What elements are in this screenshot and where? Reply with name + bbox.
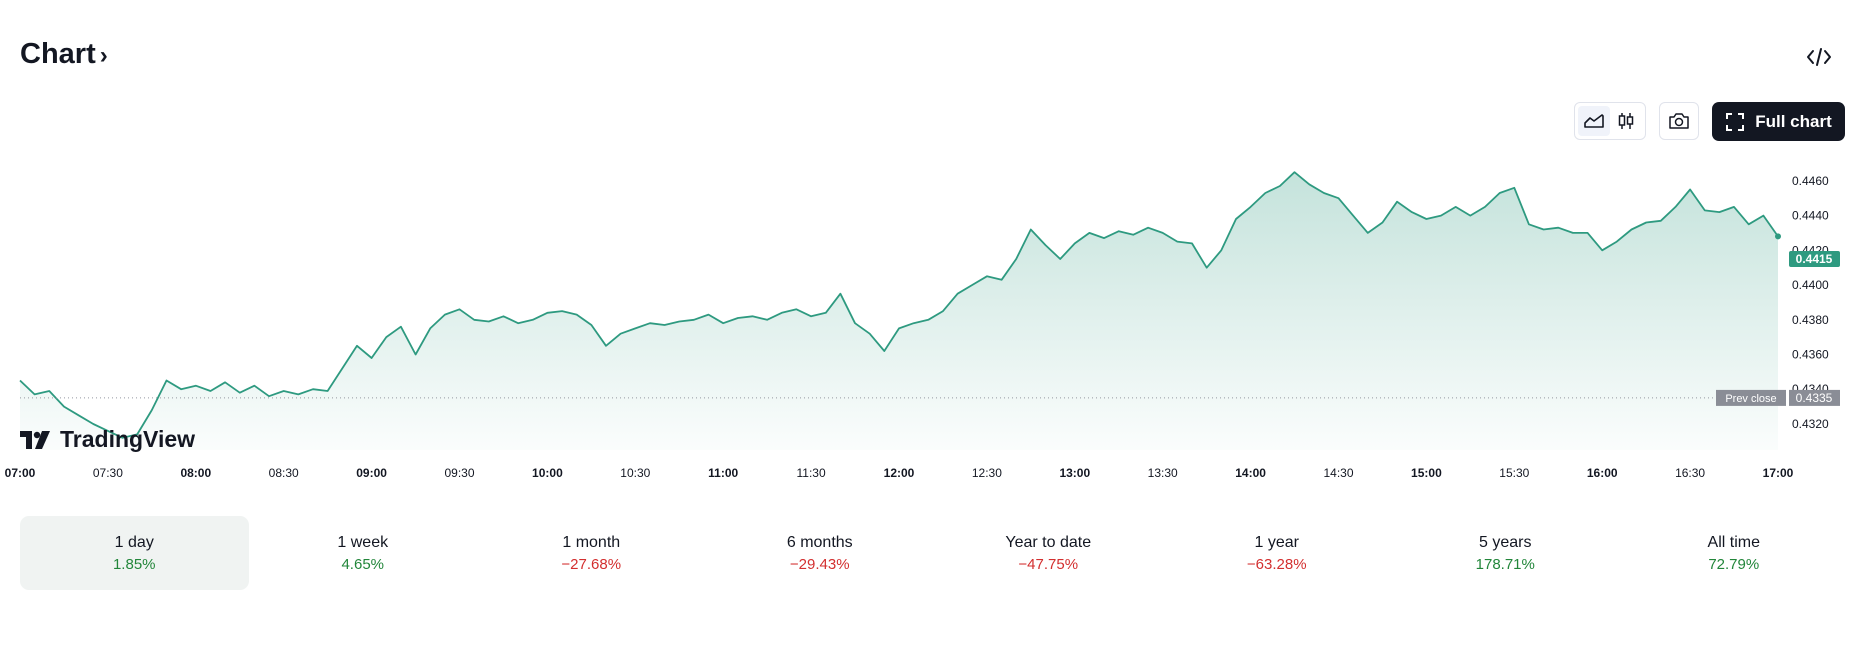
x-tick-label: 07:00 [5,466,36,480]
period-change: −47.75% [1018,555,1079,573]
x-tick-label: 16:30 [1675,466,1705,480]
price-line [19,171,1779,439]
period-tab-6-months[interactable]: 6 months −29.43% [706,516,935,590]
x-tick-label: 15:30 [1499,466,1529,480]
candlestick-icon[interactable] [1610,106,1642,136]
prev-close-value-tag [1789,389,1840,406]
x-tick-label: 10:30 [620,466,650,480]
x-tick-label: 11:00 [708,466,738,480]
y-tick-label: 0.4360 [1792,347,1829,361]
full-chart-label: Full chart [1755,111,1832,131]
tradingview-logo: TradingView [20,426,195,453]
x-tick-label: 16:00 [1587,466,1618,480]
price-chart[interactable]: 0.44600.44400.44200.44000.43800.43600.43… [0,150,1863,490]
period-label: 1 week [337,533,389,551]
period-change: 178.71% [1475,555,1535,573]
period-label: 5 years [1479,533,1532,551]
x-tick-label: 07:30 [93,466,123,480]
chart-type-switcher [1574,102,1646,140]
y-tick-label: 0.4380 [1792,313,1829,327]
y-tick-label: 0.4460 [1792,174,1829,188]
x-tick-label: 12:30 [972,466,1002,480]
price-area-fill [20,172,1778,450]
x-tick-label: 14:30 [1323,466,1353,480]
current-price-tag [1789,250,1840,267]
chart-title-link[interactable]: Chart › [20,38,108,71]
area-chart-icon[interactable] [1578,106,1610,136]
period-change: 4.65% [341,555,385,573]
period-label: Year to date [1005,533,1092,551]
period-label: All time [1707,533,1760,551]
page-title: Chart [20,38,96,70]
x-tick-label: 12:00 [884,466,915,480]
x-tick-label: 08:00 [180,466,211,480]
period-tab-1-week[interactable]: 1 week 4.65% [249,516,478,590]
period-tab-year-to-date[interactable]: Year to date −47.75% [934,516,1163,590]
period-label: 1 day [114,533,154,551]
period-tab-all-time[interactable]: All time 72.79% [1620,516,1849,590]
period-label: 1 year [1254,533,1299,551]
last-price-dot [1775,233,1781,240]
period-label: 1 month [562,533,621,551]
period-change: −27.68% [561,555,622,573]
x-tick-label: 15:00 [1411,466,1442,480]
y-tick-label: 0.4320 [1792,417,1829,431]
full-chart-button[interactable]: Full chart [1712,102,1845,141]
x-tick-label: 11:30 [797,466,826,480]
period-tab-5-years[interactable]: 5 years 178.71% [1391,516,1620,590]
period-change: −29.43% [789,555,850,573]
x-tick-label: 13:30 [1148,466,1178,480]
period-change: 72.79% [1708,555,1760,573]
period-change: 1.85% [112,555,156,573]
x-tick-label: 09:00 [356,466,387,480]
x-tick-label: 08:30 [269,466,299,480]
chevron-right-icon: › [99,42,108,69]
current-price-value: 0.4415 [1796,252,1833,266]
tradingview-wordmark: TradingView [60,426,196,452]
x-tick-label: 10:00 [532,466,563,480]
tradingview-icon [20,430,50,449]
code-icon[interactable] [1805,44,1833,70]
period-tab-1-month[interactable]: 1 month −27.68% [477,516,706,590]
prev-close-tag [1716,389,1786,406]
camera-icon[interactable] [1659,102,1699,140]
period-change: −63.28% [1246,555,1307,573]
y-tick-label: 0.4400 [1792,278,1829,292]
fullscreen-icon [1726,112,1745,131]
period-tab-1-day[interactable]: 1 day 1.85% [20,516,249,590]
y-tick-label: 0.4440 [1792,209,1829,223]
x-tick-label: 17:00 [1763,466,1794,480]
prev-close-label: Prev close [1725,393,1776,405]
x-tick-label: 14:00 [1235,466,1266,480]
period-selector: 1 day 1.85% 1 week 4.65% 1 month −27.68% 6 mon… [20,516,1848,590]
period-label: 6 months [786,533,853,551]
x-tick-label: 13:00 [1059,466,1090,480]
x-tick-label: 09:30 [444,466,474,480]
prev-close-value: 0.4335 [1796,391,1833,405]
period-tab-1-year[interactable]: 1 year −63.28% [1163,516,1392,590]
